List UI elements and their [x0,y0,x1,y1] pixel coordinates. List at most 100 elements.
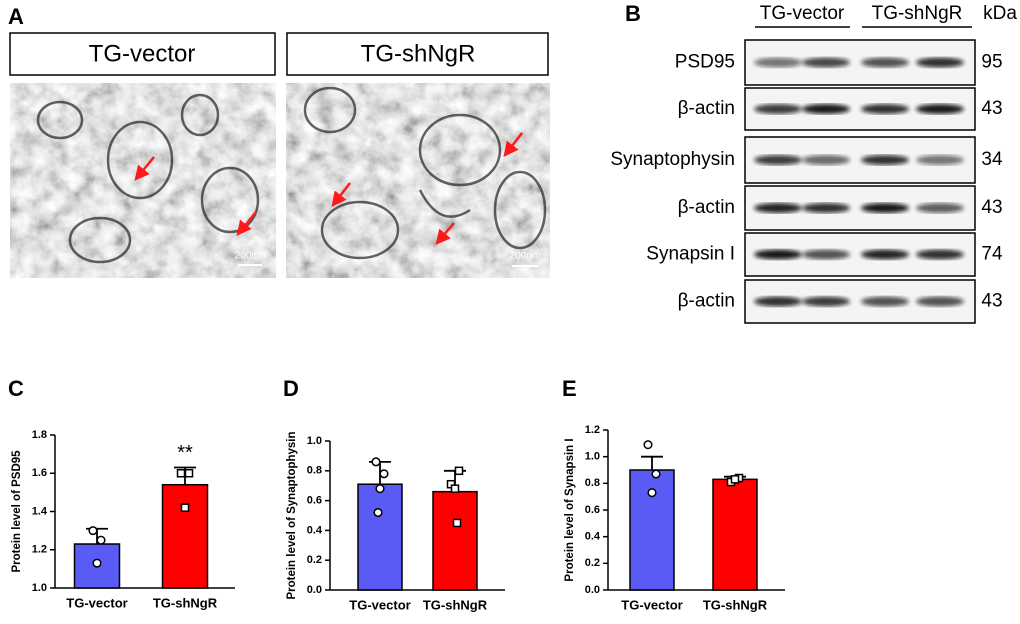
bar [161,483,209,589]
kda-label: 34 [981,149,1003,170]
point [450,484,460,493]
y-tick-label: 0.0 [585,584,600,596]
band [916,104,964,114]
band [861,249,909,260]
y-tick-label: 0.4 [307,524,323,536]
em-image [10,83,276,278]
image-title: TG-vector [89,40,196,67]
band [754,104,802,114]
band [802,104,850,114]
bar [712,478,758,591]
point [452,518,462,528]
blot: PSD95 95 β-actin 43 Synaptophysin 34 β-actin 43… [610,39,1003,324]
protein-label: Synapsin I [646,244,735,265]
y-axis-label: Protein level of Synaptophysin [286,431,298,599]
point [88,526,98,536]
kda-label: 43 [981,291,1002,312]
point [371,457,381,467]
panel-label: C [8,376,24,401]
point [373,507,383,518]
kda-label: 74 [981,244,1003,265]
unit-label: kDa [983,3,1017,24]
point [643,440,653,450]
point [379,469,389,479]
band [916,57,964,68]
x-tick-label: TG-shNgR [423,597,488,612]
bar [357,483,403,591]
y-tick-label: 1.2 [32,544,47,556]
y-tick-label: 0.8 [307,465,322,477]
protein-label: β-actin [678,197,735,218]
point [454,466,464,476]
y-tick-label: 1.6 [32,467,47,479]
band [916,249,964,260]
x-tick-label: TG-vector [621,597,682,612]
y-tick-label: 1.8 [32,429,47,441]
point [730,475,740,484]
band [754,249,802,260]
y-tick-label: 0.8 [585,477,600,489]
x-tick-label: TG-vector [349,597,410,612]
band [916,296,964,307]
band [861,296,909,307]
band [802,203,850,213]
panel-label: A [8,4,24,29]
panel-label: D [283,376,299,401]
band [861,104,909,114]
y-tick-label: 1.0 [585,451,600,463]
protein-label: Synaptophysin [610,149,735,170]
point [180,503,190,512]
scale-bar-label: 200nm [510,251,541,262]
y-tick-label: 1.4 [32,505,48,517]
x-tick-label: TG-shNgR [153,595,218,610]
point [176,469,186,478]
y-tick-label: 0.0 [307,584,322,596]
group-label: TG-vector [760,3,845,24]
y-tick-label: 0.6 [585,504,600,516]
y-axis-label: Protein level of PSD95 [11,450,23,573]
y-tick-label: 0.6 [307,495,322,507]
band [802,57,850,68]
panel-label: E [562,376,577,401]
point [184,469,194,478]
error-bar [641,455,663,470]
panel-label: B [625,1,641,26]
y-tick-label: 0.2 [585,557,600,569]
protein-label: PSD95 [675,52,735,73]
x-tick-label: TG-vector [66,595,127,610]
band [861,203,909,213]
em-image [286,83,550,278]
band [861,155,909,165]
band [754,296,802,307]
band [802,296,850,307]
y-tick-label: 1.0 [307,435,322,447]
charts: C 1.0 1.2 1.4 1.6 1.8 Protein level of PSD95 TG… [8,376,785,612]
scale-bar-label: 200nm [235,251,266,262]
point [651,469,661,479]
bar [432,490,478,591]
bar [629,469,675,591]
band [802,249,850,260]
point [375,484,385,494]
y-tick-label: 1.0 [32,582,47,594]
kda-label: 95 [981,52,1002,73]
x-tick-label: TG-shNgR [703,597,768,612]
protein-label: β-actin [678,98,735,119]
band [916,155,964,165]
y-axis-label: Protein level of Synapsin I [564,438,576,581]
kda-label: 43 [981,98,1002,119]
point [92,558,102,568]
annotation: ** [177,442,193,464]
band [754,203,802,213]
band [916,203,964,213]
title-box [286,32,549,76]
title-box [9,32,276,76]
y-tick-label: 1.2 [585,424,600,436]
point [96,535,106,545]
y-tick-label: 0.4 [585,531,601,543]
band [754,57,802,68]
band [754,155,802,165]
group-label: TG-shNgR [872,3,963,24]
band [861,57,909,68]
